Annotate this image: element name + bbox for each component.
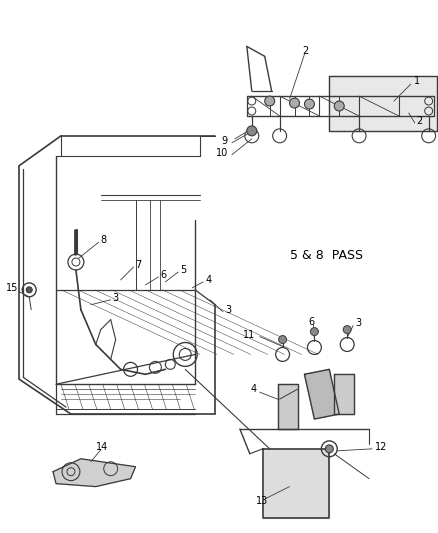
Text: 5 & 8  PASS: 5 & 8 PASS: [289, 248, 362, 262]
Text: 4: 4: [250, 384, 256, 394]
Text: 2: 2: [416, 116, 422, 126]
Text: 4: 4: [205, 275, 211, 285]
Text: 6: 6: [307, 317, 314, 327]
Text: 1: 1: [413, 76, 419, 86]
Text: 3: 3: [113, 293, 119, 303]
Polygon shape: [262, 449, 328, 519]
Circle shape: [343, 326, 350, 334]
Circle shape: [264, 96, 274, 106]
Text: 2: 2: [302, 46, 308, 56]
Text: 6: 6: [160, 270, 166, 280]
Polygon shape: [333, 374, 353, 414]
Polygon shape: [328, 76, 436, 131]
Polygon shape: [304, 369, 339, 419]
Circle shape: [278, 336, 286, 343]
Circle shape: [304, 99, 314, 109]
Text: 3: 3: [354, 318, 360, 328]
Text: 10: 10: [215, 148, 227, 158]
Circle shape: [26, 287, 32, 293]
Text: 9: 9: [221, 136, 227, 146]
Circle shape: [289, 98, 299, 108]
Polygon shape: [53, 459, 135, 487]
Circle shape: [325, 445, 332, 453]
Circle shape: [310, 328, 318, 336]
Text: 14: 14: [95, 442, 108, 452]
Text: 11: 11: [242, 329, 254, 340]
Polygon shape: [277, 384, 297, 429]
Text: 15: 15: [6, 283, 19, 293]
Circle shape: [246, 126, 256, 136]
Text: 12: 12: [374, 442, 386, 452]
Text: 13: 13: [255, 496, 267, 505]
Text: 8: 8: [101, 235, 106, 245]
Circle shape: [333, 101, 343, 111]
Text: 3: 3: [224, 305, 230, 314]
Text: 7: 7: [135, 260, 141, 270]
Text: 5: 5: [180, 265, 186, 275]
